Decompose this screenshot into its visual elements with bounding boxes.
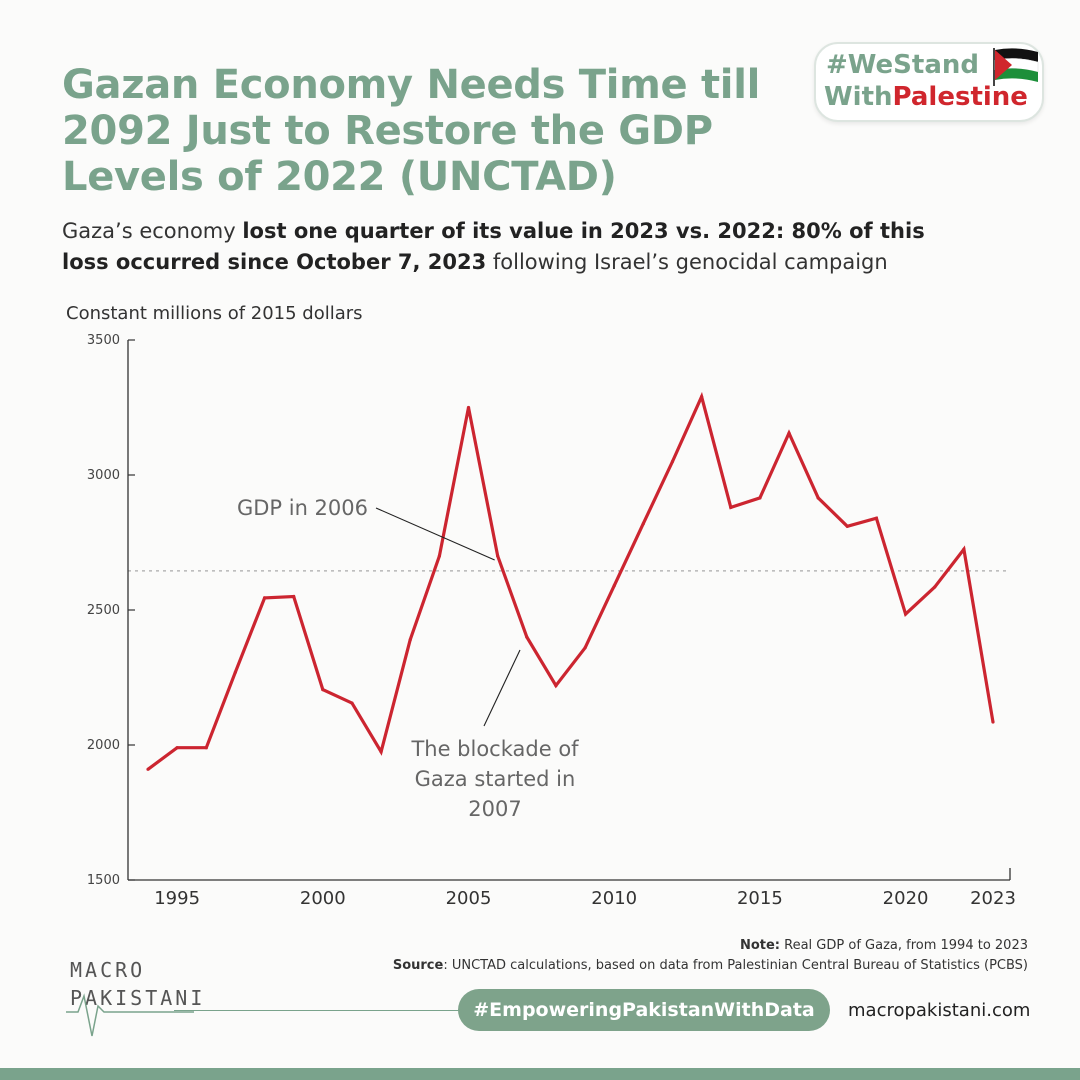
gdp-line-chart: Constant millions of 2015 dollars 1500 20… [66, 303, 1016, 909]
data-point [437, 554, 441, 558]
data-point [554, 684, 558, 688]
macro-pakistani-logo: MACRO PAKISTANI [64, 956, 202, 1046]
bottom-accent-bar [0, 1068, 1080, 1080]
data-point [903, 612, 908, 616]
footer-divider [174, 1010, 474, 1011]
data-point [700, 395, 704, 399]
data-point [816, 496, 820, 500]
source-line: Source: UNCTAD calculations, based on da… [393, 956, 1028, 976]
data-point [583, 646, 587, 650]
data-point [670, 459, 675, 464]
subtitle-tail: following Israel’s genocidal campaign [486, 250, 888, 274]
badge-line-1: #WeStand [826, 50, 979, 80]
data-point [408, 638, 412, 642]
annotation-blockade-2007: The blockade of [410, 737, 579, 761]
data-point [612, 584, 616, 588]
gdp-series-line [147, 391, 995, 771]
y-tick-label: 3500 [87, 333, 120, 348]
data-point [787, 431, 791, 435]
badge-with: With [824, 82, 893, 112]
page-title: Gazan Economy Needs Time till 2092 Just … [62, 62, 761, 200]
data-point [933, 585, 937, 589]
x-tick-label: 2010 [591, 888, 637, 909]
badge-line-2: WithPalestine [824, 82, 1028, 112]
hashtag-pill: #EmpoweringPakistanWithData [458, 989, 830, 1031]
subtitle-highlight: lost one quarter of its value in 2023 vs… [62, 219, 925, 274]
logo-line-1: MACRO [70, 958, 146, 982]
data-point [175, 746, 179, 750]
data-point [350, 701, 354, 705]
data-point [292, 594, 296, 599]
data-point [525, 635, 529, 639]
data-point [845, 524, 849, 528]
subtitle-lead: Gaza’s economy [62, 219, 243, 243]
x-tick-label: 2023 [970, 888, 1016, 909]
data-point [233, 670, 238, 674]
we-stand-badge: #WeStand WithPalestine [814, 42, 1044, 122]
annotation-leader-2006 [375, 507, 495, 561]
data-point [496, 554, 500, 558]
badge-palestine: Palestine [892, 82, 1028, 112]
data-point [204, 746, 208, 750]
x-tick-label: 1995 [154, 888, 200, 909]
data-point [466, 405, 471, 410]
data-point [321, 688, 325, 692]
annotation-leader-2007 [483, 649, 521, 727]
y-tick-label: 1500 [87, 873, 120, 888]
annotation-blockade-2007: Gaza started in [415, 767, 576, 791]
data-point [874, 516, 879, 520]
source-text: : UNCTAD calculations, based on data fro… [443, 958, 1028, 973]
subtitle: Gaza’s economy lost one quarter of its v… [62, 216, 962, 278]
logo-line-2: PAKISTANI [70, 986, 206, 1010]
website-link[interactable]: macropakistani.com [848, 1000, 1031, 1021]
note-line: Note: Real GDP of Gaza, from 1994 to 202… [393, 936, 1028, 956]
y-tick-label: 2500 [87, 603, 120, 618]
data-point [962, 547, 966, 551]
x-tick-label: 2000 [300, 888, 346, 909]
pulse-line-icon [66, 993, 194, 1037]
x-tick-label: 2020 [883, 888, 929, 909]
data-point [641, 522, 645, 526]
palestine-flag-icon [993, 48, 1039, 86]
source-label: Source [392, 958, 444, 973]
chart-notes: Note: Real GDP of Gaza, from 1994 to 202… [393, 936, 1028, 976]
annotation-blockade-2007: 2007 [468, 797, 521, 821]
annotation-gdp-2006: GDP in 2006 [237, 496, 368, 520]
data-point [729, 505, 733, 509]
data-point [379, 750, 383, 754]
note-text: Real GDP of Gaza, from 1994 to 2023 [780, 938, 1028, 953]
note-label: Note: [739, 938, 781, 953]
y-tick-label: 3000 [87, 468, 120, 483]
y-axis-label: Constant millions of 2015 dollars [66, 303, 363, 324]
y-tick-label: 2000 [87, 738, 120, 753]
data-point [146, 767, 150, 771]
x-tick-label: 2005 [446, 888, 492, 909]
data-point [991, 720, 995, 724]
data-point [758, 496, 762, 500]
x-tick-label: 2015 [737, 888, 783, 909]
data-point [262, 596, 267, 600]
